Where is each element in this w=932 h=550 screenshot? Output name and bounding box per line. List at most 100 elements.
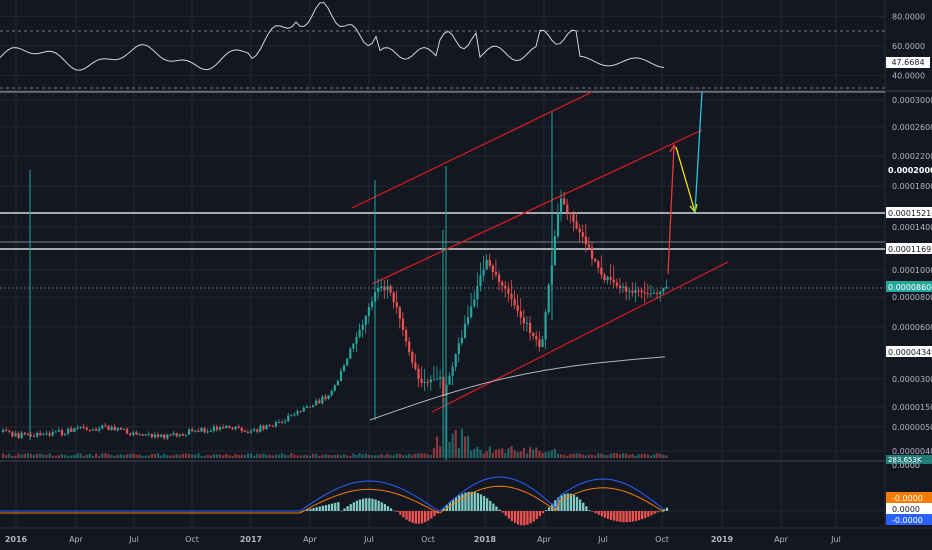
candle-body <box>371 302 373 308</box>
candle-body <box>368 307 370 316</box>
candle-body <box>489 260 491 266</box>
candle-body <box>160 435 162 437</box>
candle-body <box>269 425 271 426</box>
volume-bar <box>176 454 178 458</box>
volume-bar <box>396 453 398 458</box>
volume-bar <box>86 455 88 458</box>
macd-hist-bar <box>340 511 342 512</box>
volume-bar <box>334 455 336 458</box>
candle-body <box>458 343 460 354</box>
candle-body <box>204 428 206 432</box>
candle-body <box>579 229 581 233</box>
macd-tick: 0.0000 <box>892 461 920 470</box>
macd-hist-bar <box>319 507 321 511</box>
macd-hist-bar <box>505 511 507 516</box>
volume-bar <box>123 455 125 458</box>
candle-body <box>92 429 94 430</box>
candle-body <box>321 397 323 404</box>
macd-hist-bar <box>328 504 330 511</box>
volume-bar <box>566 456 568 458</box>
candle-body <box>80 427 82 428</box>
volume-bar <box>346 455 348 458</box>
time-axis-label: 2018 <box>474 535 497 544</box>
candle-body <box>383 286 385 290</box>
volume-bar <box>380 454 382 458</box>
candle-body <box>393 293 395 303</box>
volume-bar <box>489 447 491 458</box>
time-axis-label: Apr <box>69 535 84 544</box>
volume-bar <box>315 454 317 458</box>
macd-hist-bar <box>356 501 358 511</box>
volume-bar <box>101 453 103 458</box>
volume-bar <box>588 455 590 458</box>
candle-body <box>362 325 364 330</box>
volume-bar <box>545 452 547 458</box>
candle-body <box>157 434 159 436</box>
macd-hist-bar <box>666 508 668 511</box>
volume-bar <box>173 455 175 458</box>
volume-bar <box>247 453 249 458</box>
level-label: 0.00004349 <box>888 348 932 357</box>
volume-bar <box>495 450 497 458</box>
volume-bar <box>424 453 426 458</box>
volume-bar <box>52 456 54 458</box>
candle-body <box>185 435 187 436</box>
volume-bar <box>129 454 131 458</box>
macd-hist-bar <box>529 511 531 523</box>
candle-body <box>213 427 215 431</box>
macd-hist-bar <box>350 504 352 511</box>
volume-bar <box>33 455 35 458</box>
candle-body <box>405 330 407 342</box>
volume-bar <box>644 454 646 458</box>
macd-hist-bar <box>381 502 383 511</box>
candle-body <box>247 432 249 433</box>
candle-body <box>622 287 624 288</box>
macd-label: 0.0000 <box>892 505 920 514</box>
time-axis-label: 2017 <box>240 535 262 544</box>
volume-bar <box>225 454 227 458</box>
volume-bar <box>228 455 230 458</box>
macd-hist-bar <box>579 499 581 511</box>
candle-body <box>461 338 463 343</box>
candle-body <box>634 290 636 293</box>
macd-hist-bar <box>582 503 584 511</box>
volume-bar <box>383 455 385 458</box>
volume-bar <box>76 453 78 458</box>
candle-body <box>557 213 559 236</box>
candle-body <box>191 429 193 431</box>
volume-bar <box>194 455 196 458</box>
macd-hist-bar <box>362 499 364 511</box>
candle-body <box>331 391 333 396</box>
volume-bar <box>557 453 559 458</box>
volume-bar <box>427 454 429 458</box>
volume-bar <box>293 455 295 458</box>
macd-hist-bar <box>616 511 618 521</box>
macd-hist-bar <box>588 510 590 511</box>
macd-hist-bar <box>365 498 367 511</box>
volume-bar <box>393 455 395 458</box>
candle-body <box>448 376 450 385</box>
candle-body <box>21 433 23 438</box>
volume-bar <box>467 436 469 458</box>
price-tick: 0.00003000 <box>892 375 932 384</box>
candle-body <box>169 434 171 435</box>
time-axis-label: Jul <box>363 535 374 544</box>
volume-bar <box>585 455 587 458</box>
volume-bar <box>73 455 75 458</box>
candle-body <box>625 287 627 292</box>
volume-bar <box>594 456 596 458</box>
candle-body <box>566 205 568 213</box>
volume-bar <box>30 454 32 458</box>
macd-hist-bar <box>337 502 339 511</box>
macd-hist-bar <box>371 499 373 511</box>
candle-body <box>129 434 131 435</box>
candle-body <box>300 411 302 412</box>
candle-body <box>541 339 543 346</box>
candle-body <box>11 432 13 436</box>
volume-bar <box>352 453 354 458</box>
volume-bar <box>169 456 171 458</box>
volume-bar <box>436 437 438 458</box>
volume-bar <box>554 449 556 458</box>
